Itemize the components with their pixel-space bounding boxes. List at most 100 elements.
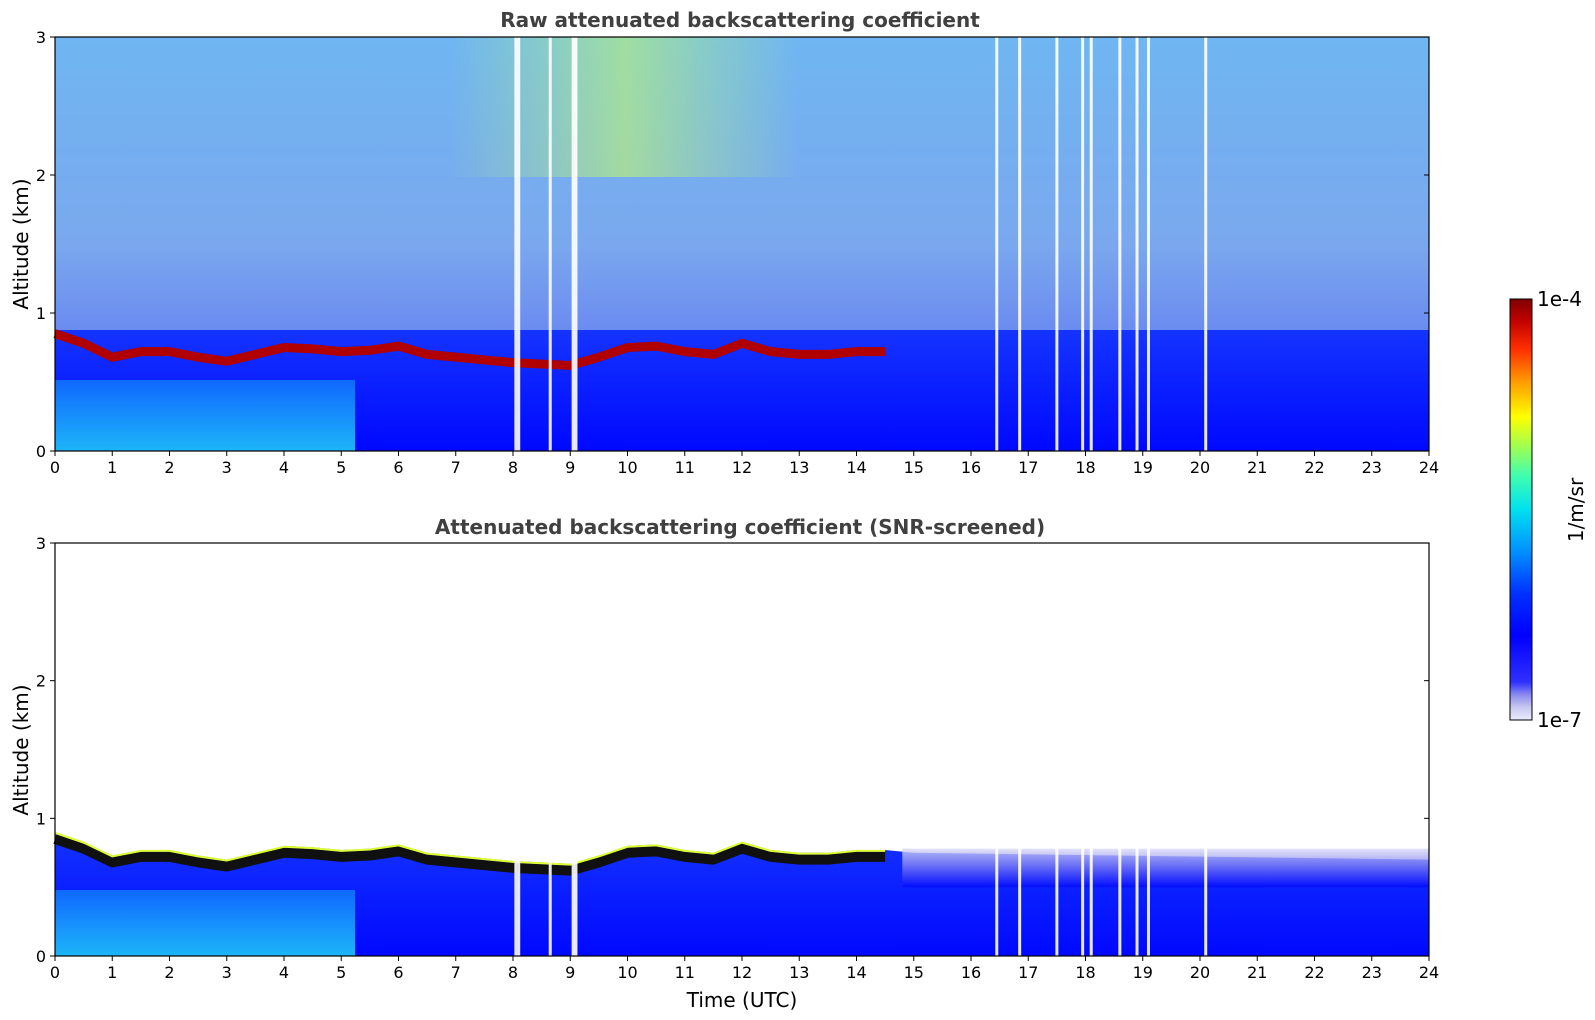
x-tick-label: 15 — [904, 458, 924, 477]
data-gap — [1081, 543, 1085, 956]
data-gap — [1118, 37, 1122, 451]
x-tick-label: 3 — [222, 963, 232, 982]
x-tick-label: 0 — [50, 963, 60, 982]
x-tick-label: 4 — [279, 963, 289, 982]
snr-y-axis-label: Altitude (km) — [9, 684, 33, 815]
data-gap — [1089, 37, 1093, 451]
data-gap — [1135, 37, 1139, 451]
raw-cloud-layer — [53, 329, 886, 370]
x-tick-label: 24 — [1419, 458, 1439, 477]
x-tick-label: 18 — [1075, 458, 1095, 477]
x-tick-label: 19 — [1133, 963, 1153, 982]
y-tick-label: 0 — [36, 442, 46, 461]
x-tick-label: 9 — [565, 458, 575, 477]
x-tick-label: 13 — [789, 458, 809, 477]
x-tick-label: 6 — [393, 963, 403, 982]
x-tick-label: 22 — [1304, 963, 1324, 982]
data-gap — [514, 543, 518, 956]
x-tick-label: 6 — [393, 458, 403, 477]
x-tick-label: 10 — [617, 963, 637, 982]
x-tick-label: 5 — [336, 963, 346, 982]
x-tick-label: 5 — [336, 458, 346, 477]
data-gap — [1146, 37, 1150, 451]
x-tick-label: 13 — [789, 963, 809, 982]
x-tick-label: 2 — [164, 963, 174, 982]
x-tick-label: 9 — [565, 963, 575, 982]
snr-thin-aerosol — [902, 848, 1429, 888]
data-gap — [517, 37, 521, 451]
x-tick-label: 23 — [1362, 458, 1382, 477]
y-tick-label: 0 — [36, 947, 46, 966]
colorbar-unit-label: 1/m/sr — [1564, 477, 1588, 542]
data-gap — [571, 543, 575, 956]
data-gap — [1018, 543, 1022, 956]
data-gap — [1135, 543, 1139, 956]
snr-x-axis: 0 1 2 3 4 5 6 7 8 9 10 11 12 13 14 15 16 17 18 19 20 21 22 23 24 — [50, 956, 1439, 982]
x-tick-label: 20 — [1190, 458, 1210, 477]
snr-screened-panel: Attenuated backscattering coefficient (S… — [9, 515, 1439, 1012]
data-gap — [1204, 543, 1208, 956]
x-tick-label: 21 — [1247, 458, 1267, 477]
x-tick-label: 8 — [508, 458, 518, 477]
x-tick-label: 17 — [1018, 963, 1038, 982]
x-tick-label: 8 — [508, 963, 518, 982]
x-tick-label: 15 — [904, 963, 924, 982]
snr-cloud-layer — [53, 834, 886, 876]
x-tick-label: 11 — [675, 458, 695, 477]
x-tick-label: 7 — [451, 963, 461, 982]
data-gap — [995, 37, 999, 451]
y-tick-label: 2 — [36, 166, 46, 185]
raw-backscatter-panel: Raw attenuated backscattering coefficien… — [9, 8, 1439, 477]
raw-x-axis: 0 1 2 3 4 5 6 7 8 9 10 11 12 13 14 15 16 17 18 19 20 21 22 23 24 — [50, 451, 1439, 477]
data-gap — [1055, 37, 1059, 451]
snr-cloud-edge — [54, 832, 886, 866]
y-tick-label: 3 — [36, 534, 46, 553]
snr-x-axis-label: Time (UTC) — [686, 988, 798, 1012]
data-gap — [548, 543, 552, 956]
x-tick-label: 14 — [846, 963, 866, 982]
data-gap — [995, 543, 999, 956]
x-tick-label: 1 — [107, 963, 117, 982]
y-tick-label: 2 — [36, 672, 46, 691]
raw-heatmap — [53, 37, 1429, 451]
snr-panel-title: Attenuated backscattering coefficient (S… — [435, 515, 1045, 539]
raw-y-axis: 0 1 2 3 — [36, 28, 1429, 461]
data-gap — [514, 37, 518, 451]
x-tick-label: 17 — [1018, 458, 1038, 477]
snr-low-aerosol — [55, 890, 355, 956]
data-gap — [1118, 543, 1122, 956]
x-tick-label: 11 — [675, 963, 695, 982]
y-tick-label: 1 — [36, 809, 46, 828]
data-gap — [1018, 37, 1022, 451]
x-tick-label: 18 — [1075, 963, 1095, 982]
data-gap — [1204, 37, 1208, 451]
colorbar: 1e-4 1e-7 1/m/sr — [1509, 287, 1588, 732]
x-tick-label: 3 — [222, 458, 232, 477]
x-tick-label: 24 — [1419, 963, 1439, 982]
data-gap — [574, 543, 578, 956]
x-tick-label: 12 — [732, 458, 752, 477]
snr-data-gaps — [514, 543, 1208, 956]
x-tick-label: 4 — [279, 458, 289, 477]
data-gap — [1081, 37, 1085, 451]
data-gap — [1089, 543, 1093, 956]
data-gap — [548, 37, 552, 451]
colorbar-min-label: 1e-7 — [1537, 708, 1582, 732]
x-tick-label: 21 — [1247, 963, 1267, 982]
data-gap — [1146, 543, 1150, 956]
x-tick-label: 14 — [846, 458, 866, 477]
x-tick-label: 2 — [164, 458, 174, 477]
x-tick-label: 7 — [451, 458, 461, 477]
snr-y-axis: 0 1 2 3 — [36, 534, 1429, 966]
x-tick-label: 1 — [107, 458, 117, 477]
data-gap — [1055, 543, 1059, 956]
x-tick-label: 16 — [961, 458, 981, 477]
colorbar-scale — [1509, 298, 1533, 721]
snr-heatmap — [53, 543, 1429, 956]
data-gap — [574, 37, 578, 451]
x-tick-label: 19 — [1133, 458, 1153, 477]
x-tick-label: 0 — [50, 458, 60, 477]
data-gap — [517, 543, 521, 956]
x-tick-label: 12 — [732, 963, 752, 982]
